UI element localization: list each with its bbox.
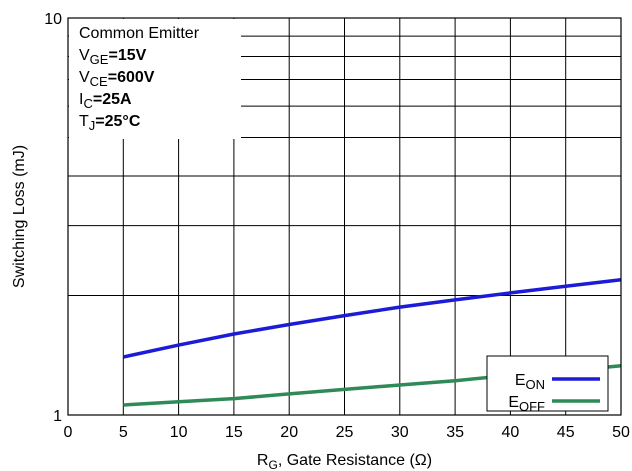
y-axis-label: Switching Loss (mJ) [11, 145, 28, 288]
x-tick-label: 35 [446, 424, 464, 441]
x-tick-label: 45 [557, 424, 575, 441]
x-tick-label: 10 [170, 424, 188, 441]
test-conditions: Common Emitter VGE=15VVCE=600VIC=25ATJ=25… [69, 19, 241, 139]
x-tick-label: 5 [119, 424, 128, 441]
series-line-on [122, 278, 622, 359]
condition-line: VCE=600V [79, 69, 155, 89]
x-tick-labels: 0 5 10 15 20 25 30 35 40 45 50 [64, 424, 630, 441]
legend-label: EOFF [508, 394, 545, 414]
conditions-box [69, 19, 241, 139]
x-tick-label: 40 [502, 424, 520, 441]
x-tick-label: 30 [391, 424, 409, 441]
y-tick-label: 1 [53, 408, 62, 425]
x-tick-label: 50 [612, 424, 630, 441]
plot-frame [67, 17, 622, 416]
grid-lines [68, 18, 621, 415]
condition-line: IC=25A [79, 91, 132, 111]
x-tick-label: 20 [280, 424, 298, 441]
condition-line: VGE=15V [79, 47, 147, 67]
x-tick-label: 25 [336, 424, 354, 441]
legend-label: EON [515, 372, 545, 392]
condition-line: Common Emitter [79, 25, 200, 42]
x-axis-label: RG, Gate Resistance (Ω) [257, 452, 432, 471]
x-tick-label: 15 [225, 424, 243, 441]
x-tick-label: 0 [64, 424, 73, 441]
condition-line: TJ=25°C [79, 113, 141, 133]
y-tick-label: 10 [44, 11, 62, 28]
y-tick-labels: 1 10 [44, 11, 62, 425]
